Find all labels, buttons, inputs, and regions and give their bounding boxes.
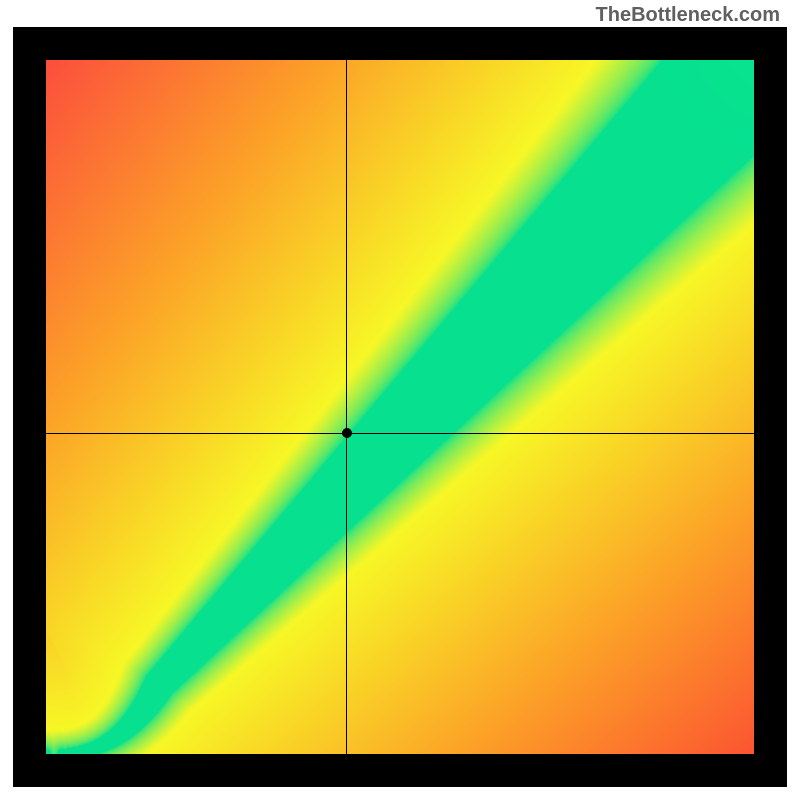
chart-frame: [13, 27, 787, 787]
chart-container: TheBottleneck.com: [0, 0, 800, 800]
heatmap-canvas: [46, 60, 754, 754]
crosshair-vertical: [346, 60, 347, 754]
crosshair-horizontal: [46, 433, 754, 434]
watermark-text: TheBottleneck.com: [596, 4, 780, 27]
